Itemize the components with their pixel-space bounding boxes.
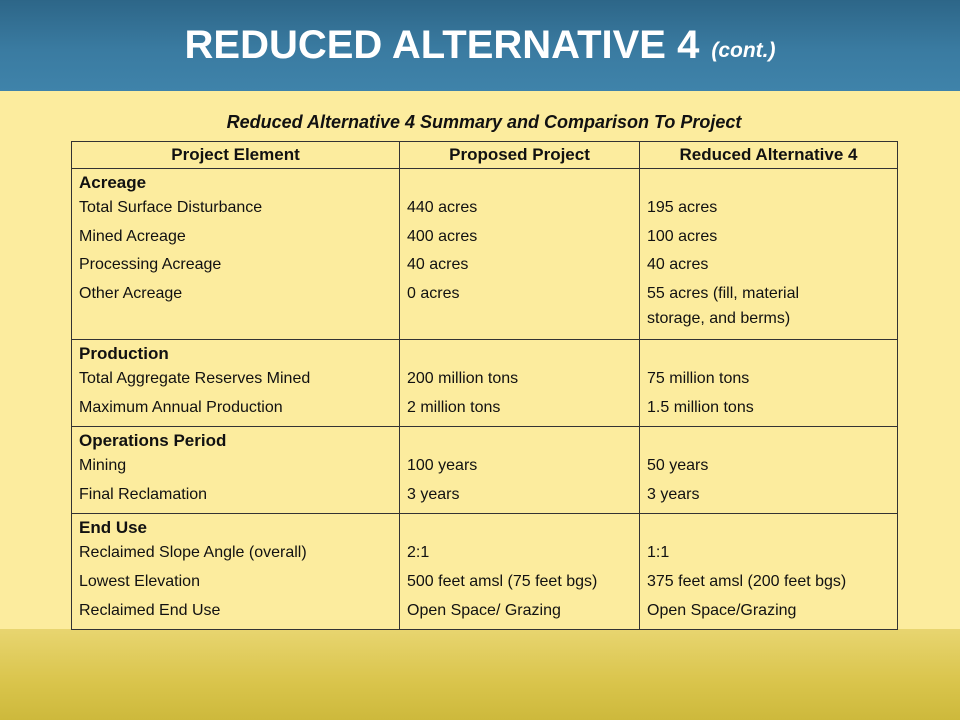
alternative-value: 1.5 million tons xyxy=(647,398,754,416)
slide-title-text: REDUCED ALTERNATIVE 4 xyxy=(184,23,700,67)
table-section-operations-period: Operations Period Mining Final Reclamati… xyxy=(71,426,898,515)
table-section-acreage: Acreage Total Surface Disturbance Mined … xyxy=(71,168,898,340)
column-header-project-element: Project Element xyxy=(71,141,400,169)
alternative-value: Open Space/Grazing xyxy=(647,601,797,619)
proposed-value: 2 million tons xyxy=(407,398,501,416)
row-label: Final Reclamation xyxy=(79,485,208,503)
row-label: Processing Acreage xyxy=(79,256,222,274)
row-label: Mining xyxy=(79,457,127,475)
table-section-end-use: End Use Reclaimed Slope Angle (overall) … xyxy=(71,513,898,631)
alternative-value: 100 acres xyxy=(647,227,718,245)
proposed-value: 200 million tons xyxy=(407,370,519,387)
row-label: Lowest Elevation xyxy=(79,572,200,590)
proposed-value: 0 acres xyxy=(407,284,460,302)
row-label: Total Surface Disturbance xyxy=(79,199,263,216)
proposed-value: 100 years xyxy=(407,457,478,475)
proposed-value: 2:1 xyxy=(407,544,430,562)
section-heading: Operations Period xyxy=(79,431,227,451)
footer-band xyxy=(0,629,960,720)
table-section-production: Production Total Aggregate Reserves Mine… xyxy=(71,338,898,428)
alternative-value: 3 years xyxy=(647,485,700,503)
column-header-reduced-alternative: Reduced Alternative 4 xyxy=(639,141,898,169)
alternative-value: 40 acres xyxy=(647,256,709,274)
slide-title: REDUCED ALTERNATIVE 4 (cont.) xyxy=(0,0,960,91)
slide-title-suffix: (cont.) xyxy=(711,38,776,62)
comparison-table: Project Element Proposed Project Reduced… xyxy=(71,141,898,631)
row-label: Reclaimed Slope Angle (overall) xyxy=(79,544,307,562)
proposed-value: 3 years xyxy=(407,485,460,503)
section-heading: Production xyxy=(79,344,169,363)
proposed-value: 440 acres xyxy=(407,199,478,216)
proposed-value: 400 acres xyxy=(407,227,478,245)
row-label: Total Aggregate Reserves Mined xyxy=(79,370,311,387)
alternative-value: storage, and berms) xyxy=(647,310,791,328)
proposed-value: Open Space/ Grazing xyxy=(407,601,561,619)
table-header-row: Project Element Proposed Project Reduced… xyxy=(71,141,898,169)
alternative-value: 195 acres xyxy=(647,199,718,216)
table-caption: Reduced Alternative 4 Summary and Compar… xyxy=(226,112,742,132)
row-label: Other Acreage xyxy=(79,284,183,302)
alternative-value: 75 million tons xyxy=(647,370,750,387)
alternative-value: 55 acres (fill, material xyxy=(647,284,800,302)
proposed-value: 40 acres xyxy=(407,256,469,274)
title-banner xyxy=(0,0,960,91)
section-heading: Acreage xyxy=(79,173,147,192)
alternative-value: 50 years xyxy=(647,457,709,475)
row-label: Mined Acreage xyxy=(79,227,186,245)
section-heading: End Use xyxy=(79,518,148,538)
alternative-value: 1:1 xyxy=(647,544,670,562)
proposed-value: 500 feet amsl (75 feet bgs) xyxy=(407,572,598,590)
column-header-proposed-project: Proposed Project xyxy=(399,141,640,169)
alternative-value: 375 feet amsl (200 feet bgs) xyxy=(647,572,847,590)
row-label: Reclaimed End Use xyxy=(79,601,221,619)
row-label: Maximum Annual Production xyxy=(79,398,283,416)
